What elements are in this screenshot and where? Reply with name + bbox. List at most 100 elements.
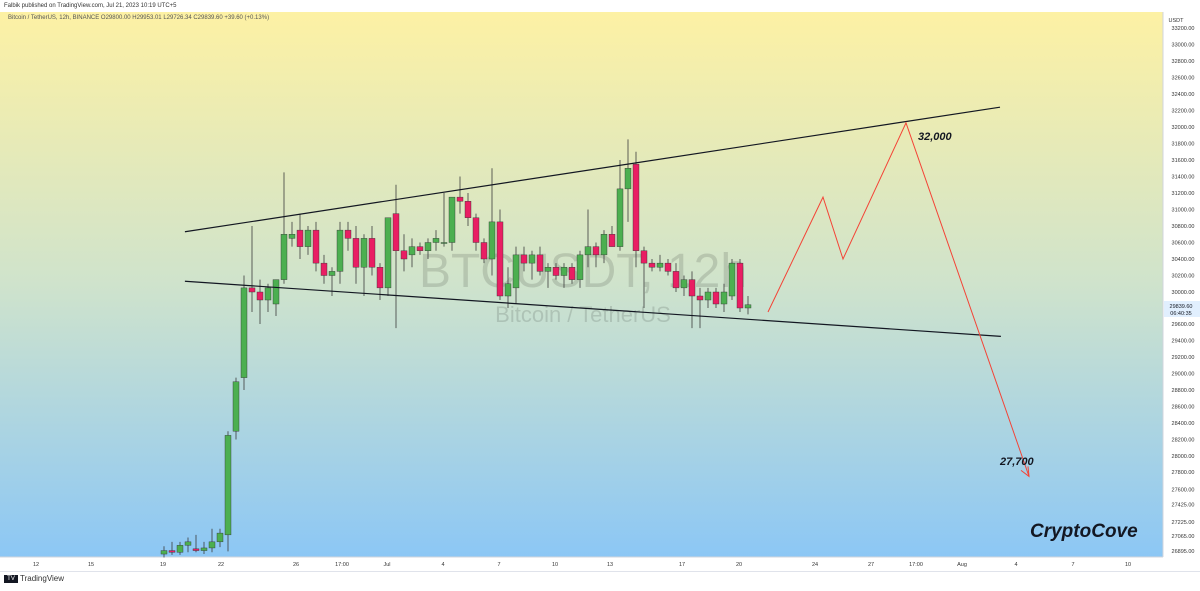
candle-body: [232, 381, 240, 432]
candle-body: [480, 242, 488, 260]
candle-body: [696, 295, 704, 301]
candle-body: [224, 435, 232, 536]
candle-body: [344, 229, 352, 239]
price-tick-label: 30400.00: [1172, 257, 1195, 263]
candle-body: [576, 254, 584, 280]
candle-body: [408, 246, 416, 256]
price-axis-panel[interactable]: [1163, 12, 1200, 557]
candle-body: [248, 287, 256, 293]
time-tick-label: 27: [868, 562, 874, 568]
candle-body: [496, 221, 504, 297]
time-tick-label: 10: [1125, 562, 1131, 568]
candle-body: [272, 279, 280, 305]
candle-body: [528, 254, 536, 264]
candle-body: [568, 267, 576, 280]
candle-body: [592, 246, 600, 256]
candle-body: [280, 234, 288, 280]
candle-body: [432, 238, 440, 243]
time-tick-label: 15: [88, 562, 94, 568]
price-tick-label: 32800.00: [1172, 59, 1195, 65]
time-tick-label: 12: [33, 562, 39, 568]
candle-body: [376, 267, 384, 289]
candle-body: [464, 201, 472, 218]
publisher-line: Falbik published on TradingView.com, Jul…: [4, 3, 177, 9]
time-tick-label: 4: [441, 562, 444, 568]
target-high-label: 32,000: [918, 131, 953, 143]
price-tick-label: 30800.00: [1172, 224, 1195, 230]
price-tick-label: 29600.00: [1172, 322, 1195, 328]
candle-body: [296, 229, 304, 247]
candle-body: [208, 541, 216, 549]
candle-body: [304, 229, 312, 247]
candle-body: [728, 262, 736, 297]
candle-body: [640, 250, 648, 264]
time-tick-label: 13: [607, 562, 613, 568]
candle-body: [616, 188, 624, 247]
candle-body: [192, 548, 200, 551]
time-axis-labels: 12 15 19 22 26 17:00 Jul 4 7 10 13 17 20 24 27 17:00 Aug…: [33, 562, 1131, 568]
target-low-label: 27,700: [999, 456, 1035, 468]
candle-body: [312, 229, 320, 264]
last-price-label: 29839.60: [1170, 304, 1193, 310]
candle-body: [560, 267, 568, 276]
candle-body: [216, 532, 224, 543]
candle-body: [200, 547, 208, 551]
candle-body: [600, 234, 608, 256]
candle-body: [184, 541, 192, 546]
candle-body: [672, 271, 680, 289]
price-axis-currency: USDT: [1169, 18, 1185, 24]
time-tick-label: 7: [1071, 562, 1074, 568]
time-tick-label: 26: [293, 562, 299, 568]
projection-arrowhead: [1020, 466, 1030, 478]
price-axis-labels: 33200.00 33000.00 32800.00 32600.00 32400.00…: [1172, 26, 1195, 555]
price-tick-label: 26895.00: [1172, 549, 1195, 555]
price-tick-label: 31800.00: [1172, 142, 1195, 148]
footer: TV TradingView: [0, 571, 1200, 587]
last-price-tag: [1164, 301, 1200, 317]
candle-body: [736, 262, 744, 309]
countdown-label: 06:40:35: [1170, 311, 1191, 317]
candle-body: [544, 267, 552, 272]
time-tick-label: 17:00: [909, 562, 923, 568]
price-tick-label: 28600.00: [1172, 405, 1195, 411]
price-tick-label: 31000.00: [1172, 208, 1195, 214]
tv-logo-icon: TV: [4, 574, 18, 583]
candle-body: [664, 262, 672, 272]
price-tick-label: 27800.00: [1172, 470, 1195, 476]
price-tick-label: 32200.00: [1172, 109, 1195, 115]
price-tick-label: 28000.00: [1172, 454, 1195, 460]
candle-body: [368, 238, 376, 268]
candle-body: [240, 287, 248, 378]
candle-body: [440, 242, 448, 244]
candle-body: [400, 250, 408, 260]
price-tick-label: 29000.00: [1172, 372, 1195, 378]
candles: [160, 139, 752, 558]
time-tick-label: 17:00: [335, 562, 349, 568]
time-tick-label: 17: [679, 562, 685, 568]
candle-body: [328, 271, 336, 276]
candle-body: [392, 213, 400, 251]
time-tick-label: 10: [552, 562, 558, 568]
time-tick-label: 20: [736, 562, 742, 568]
trendlines: [184, 106, 1001, 337]
time-tick-label: 4: [1014, 562, 1017, 568]
price-tick-label: 31400.00: [1172, 175, 1195, 181]
candle-body: [512, 254, 520, 289]
price-tick-label: 27425.00: [1172, 503, 1195, 509]
candle-body: [688, 279, 696, 297]
candle-body: [456, 196, 464, 202]
time-axis-panel[interactable]: [0, 557, 1200, 571]
candle-body: [488, 221, 496, 260]
price-tick-label: 27600.00: [1172, 487, 1195, 493]
price-tick-label: 33000.00: [1172, 43, 1195, 49]
candle-body: [448, 196, 456, 243]
price-tick-label: 32400.00: [1172, 92, 1195, 98]
price-tick-label: 28200.00: [1172, 438, 1195, 444]
tradingview-logo[interactable]: TV TradingView: [4, 574, 64, 583]
price-tick-label: 31600.00: [1172, 158, 1195, 164]
price-tick-label: 28800.00: [1172, 388, 1195, 394]
candle-body: [288, 234, 296, 239]
chart-pane[interactable]: [0, 12, 1163, 557]
